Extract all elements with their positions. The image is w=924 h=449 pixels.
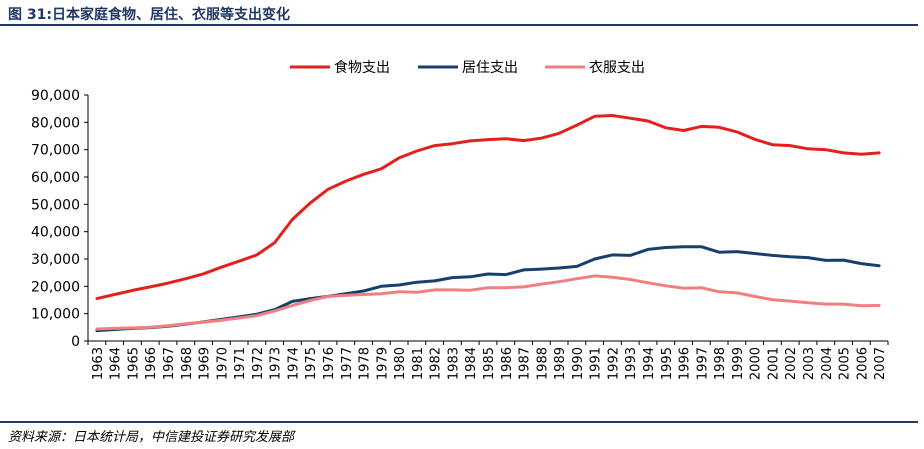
x-tick-label: 1994 xyxy=(642,347,657,380)
series-line-2 xyxy=(95,274,881,331)
x-tick-label: 1988 xyxy=(535,347,550,380)
figure-title: 图 31:日本家庭食物、居住、衣服等支出变化 xyxy=(8,7,290,23)
chart-legend: 食物支出 居住支出 衣服支出 xyxy=(290,59,645,76)
x-tick-label: 1971 xyxy=(233,347,248,380)
x-tick-label: 1973 xyxy=(269,347,284,380)
x-tick-label: 1980 xyxy=(393,347,408,380)
series-lines xyxy=(95,114,881,333)
y-tick-label: 20,000 xyxy=(31,279,80,295)
x-tick-label: 1997 xyxy=(695,347,710,380)
x-axis-ticks: 1963 1964 1965 1966 1967 1968 1969 1970 1971 1972… xyxy=(87,341,889,380)
source-note: 资料来源：日本统计局，中信建投证券研究发展部 xyxy=(8,430,295,445)
series-line-0 xyxy=(95,114,881,301)
y-tick-label: 80,000 xyxy=(31,115,80,131)
x-tick-label: 1979 xyxy=(375,347,390,380)
x-tick-label: 1970 xyxy=(215,347,230,380)
x-tick-label: 1965 xyxy=(126,347,141,380)
y-tick-label: 10,000 xyxy=(31,307,80,323)
x-tick-label: 1986 xyxy=(500,347,515,380)
x-tick-label: 1981 xyxy=(411,347,426,380)
y-tick-label: 90,000 xyxy=(31,88,80,104)
x-tick-label: 1989 xyxy=(553,347,568,380)
x-tick-label: 1967 xyxy=(162,347,177,380)
x-tick-label: 1982 xyxy=(429,347,444,380)
x-tick-label: 1999 xyxy=(731,347,746,380)
x-tick-label: 1972 xyxy=(251,347,266,380)
y-tick-label: 50,000 xyxy=(31,197,80,213)
y-tick-label: 30,000 xyxy=(31,252,80,268)
x-tick-label: 1987 xyxy=(518,347,533,380)
x-tick-label: 1966 xyxy=(144,347,159,380)
x-tick-label: 1983 xyxy=(446,347,461,380)
x-tick-label: 1977 xyxy=(340,347,355,380)
bottom-rule xyxy=(0,421,918,423)
x-tick-label: 1984 xyxy=(464,347,479,380)
x-tick-label: 1995 xyxy=(660,347,675,380)
y-tick-label: 70,000 xyxy=(31,143,80,159)
x-tick-label: 1964 xyxy=(109,347,124,380)
chart-axes xyxy=(87,95,888,342)
y-tick-label: 0 xyxy=(71,334,80,350)
x-tick-label: 1993 xyxy=(624,347,639,380)
top-rule xyxy=(0,24,918,26)
x-tick-label: 2004 xyxy=(820,347,835,380)
x-tick-label: 1992 xyxy=(606,347,621,380)
x-tick-label: 2000 xyxy=(749,347,764,380)
y-tick-label: 60,000 xyxy=(31,170,80,186)
x-tick-label: 1969 xyxy=(198,347,213,380)
x-tick-label: 1975 xyxy=(304,347,319,380)
x-tick-label: 2003 xyxy=(802,347,817,380)
x-tick-label: 1974 xyxy=(286,347,301,380)
x-tick-label: 1968 xyxy=(180,347,195,380)
x-tick-label: 1978 xyxy=(358,347,373,380)
x-tick-label: 1996 xyxy=(678,347,693,380)
x-tick-label: 2002 xyxy=(784,347,799,380)
x-tick-label: 1963 xyxy=(91,347,106,380)
x-tick-label: 2005 xyxy=(838,347,853,380)
y-axis-ticks: 0 10,000 20,000 30,000 40,000 50,000 60,000 70,… xyxy=(31,88,88,350)
x-tick-label: 1985 xyxy=(482,347,497,380)
x-tick-label: 2007 xyxy=(873,347,888,380)
x-tick-label: 1976 xyxy=(322,347,337,380)
x-tick-label: 2001 xyxy=(766,347,781,380)
x-tick-label: 1998 xyxy=(713,347,728,380)
legend-label-0: 食物支出 xyxy=(334,59,390,76)
legend-label-2: 衣服支出 xyxy=(589,60,645,76)
x-tick-label: 1991 xyxy=(589,347,604,380)
legend-label-1: 居住支出 xyxy=(462,60,518,76)
x-tick-label: 2006 xyxy=(855,347,870,380)
x-tick-label: 1990 xyxy=(571,347,586,380)
y-tick-label: 40,000 xyxy=(31,225,80,241)
